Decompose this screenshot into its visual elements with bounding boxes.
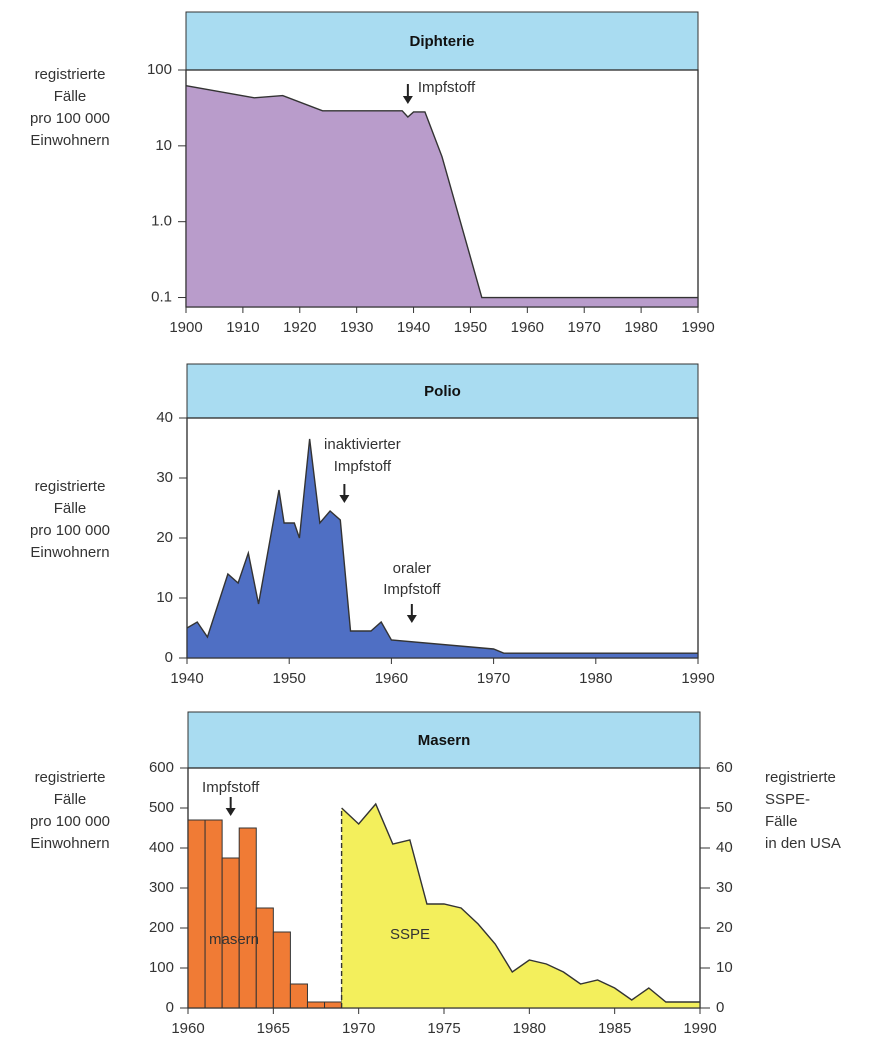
header-bar — [185, 11, 699, 71]
x-tick-label: 1980 — [624, 319, 657, 336]
y-tick-label: 0 — [166, 999, 174, 1016]
y-tick-label: 0 — [165, 649, 173, 666]
area — [186, 85, 698, 307]
y2-axis-label: registrierte — [765, 769, 836, 786]
arrow-head — [402, 96, 413, 104]
y2-tick-label: 10 — [716, 959, 733, 976]
bar — [238, 827, 257, 1009]
x-tick-label: 1990 — [683, 1020, 716, 1037]
y2-tick-label: 50 — [716, 799, 733, 816]
annotation: inaktivierter — [324, 436, 401, 453]
header-bar — [186, 363, 699, 419]
bar — [289, 983, 308, 1009]
y-tick-label: 400 — [149, 839, 174, 856]
x-tick-label: 1990 — [681, 319, 714, 336]
y2-tick-label: 20 — [716, 919, 733, 936]
x-tick-label: 1930 — [340, 319, 373, 336]
y-tick-label: 0.1 — [151, 288, 172, 305]
x-tick-label: 1970 — [477, 670, 510, 687]
y-tick-label: 300 — [149, 879, 174, 896]
y-axis-label: pro 100 000 — [30, 522, 110, 539]
x-tick-label: 1990 — [681, 670, 714, 687]
area — [187, 439, 698, 658]
y-axis-label: Fälle — [54, 500, 87, 517]
y-tick-label: 20 — [156, 529, 173, 546]
series-label: SSPE — [390, 926, 430, 943]
y-axis-label: pro 100 000 — [30, 110, 110, 127]
y2-tick-label: 60 — [716, 759, 733, 776]
x-tick-label: 1940 — [170, 670, 203, 687]
bar — [324, 1001, 343, 1009]
y-axis-label: Fälle — [54, 791, 87, 808]
area — [341, 804, 700, 1008]
y-axis-label: Einwohnern — [30, 835, 109, 852]
bar — [187, 819, 206, 1009]
x-tick-label: 1950 — [273, 670, 306, 687]
annotation: Impfstoff — [383, 581, 441, 598]
annotation: oraler — [393, 560, 431, 577]
y-tick-label: 100 — [147, 61, 172, 78]
bar — [255, 907, 274, 1009]
area-outline — [186, 438, 698, 654]
y-tick-label: 10 — [155, 137, 172, 154]
x-tick-label: 1960 — [375, 670, 408, 687]
y2-axis-label: SSPE- — [765, 791, 810, 808]
chart-title: Polio — [424, 383, 461, 400]
x-tick-label: 1970 — [568, 319, 601, 336]
y2-axis-label: in den USA — [765, 835, 841, 852]
x-tick-label: 1980 — [579, 670, 612, 687]
header-bar — [187, 711, 701, 769]
arrow-head — [406, 615, 417, 623]
y-tick-label: 600 — [149, 759, 174, 776]
x-tick-label: 1985 — [598, 1020, 631, 1037]
x-tick-label: 1900 — [169, 319, 202, 336]
chart-title: Diphterie — [409, 33, 474, 50]
series-label: masern — [209, 931, 259, 948]
chart-title: Masern — [418, 732, 471, 749]
y-axis-label: registrierte — [35, 66, 106, 83]
y-tick-label: 40 — [156, 409, 173, 426]
y-tick-label: 100 — [149, 959, 174, 976]
x-tick-label: 1975 — [427, 1020, 460, 1037]
x-tick-label: 1920 — [283, 319, 316, 336]
y-axis-label: Einwohnern — [30, 544, 109, 561]
y-tick-label: 200 — [149, 919, 174, 936]
area-outline — [341, 802, 700, 1003]
y-axis-label: Fälle — [54, 88, 87, 105]
bar — [272, 931, 291, 1009]
annotation: Impfstoff — [202, 779, 260, 796]
y-axis-label: pro 100 000 — [30, 813, 110, 830]
plot-border — [185, 69, 699, 308]
y2-axis-label: Fälle — [765, 813, 798, 830]
y-tick-label: 30 — [156, 469, 173, 486]
y2-tick-label: 0 — [716, 999, 724, 1016]
y-axis-label: registrierte — [35, 769, 106, 786]
x-tick-label: 1940 — [397, 319, 430, 336]
y-axis-label: registrierte — [35, 478, 106, 495]
y-tick-label: 500 — [149, 799, 174, 816]
y2-tick-label: 30 — [716, 879, 733, 896]
annotation: Impfstoff — [334, 458, 392, 475]
x-tick-label: 1980 — [513, 1020, 546, 1037]
x-tick-label: 1970 — [342, 1020, 375, 1037]
x-tick-label: 1950 — [454, 319, 487, 336]
bar — [204, 819, 223, 1009]
x-tick-label: 1960 — [511, 319, 544, 336]
y2-tick-label: 40 — [716, 839, 733, 856]
x-tick-label: 1960 — [171, 1020, 204, 1037]
arrow-head — [339, 495, 350, 503]
x-tick-label: 1910 — [226, 319, 259, 336]
bar — [306, 1001, 326, 1009]
annotation: Impfstoff — [418, 79, 476, 96]
y-tick-label: 1.0 — [151, 213, 172, 230]
x-tick-label: 1965 — [257, 1020, 290, 1037]
arrow-head — [225, 808, 236, 816]
area-outline — [185, 85, 698, 299]
y-axis-label: Einwohnern — [30, 132, 109, 149]
y-tick-label: 10 — [156, 589, 173, 606]
